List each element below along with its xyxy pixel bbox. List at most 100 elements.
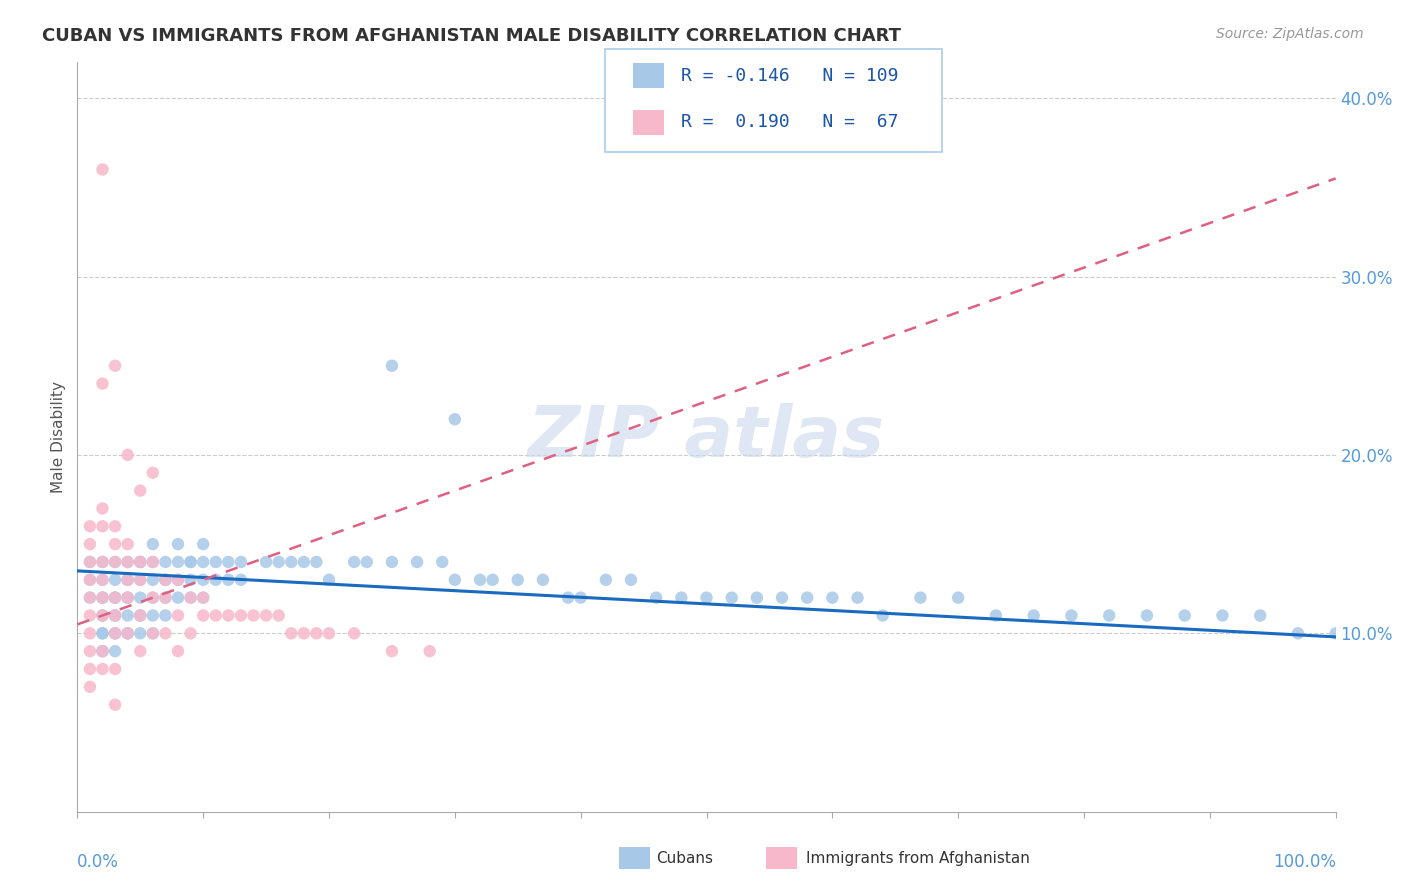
Point [129,644,152,658]
Point [104,626,127,640]
Point [406,555,429,569]
Point [217,608,239,623]
Point [142,591,165,605]
Point [104,555,127,569]
Point [117,591,139,605]
Text: ZIP atlas: ZIP atlas [527,402,886,472]
Point [104,626,127,640]
Point [79,573,101,587]
Point [356,555,378,569]
Point [104,698,127,712]
Point [79,537,101,551]
Point [796,591,818,605]
Point [91,626,114,640]
Point [91,555,114,569]
Point [104,591,127,605]
Point [696,591,718,605]
Text: Immigrants from Afghanistan: Immigrants from Afghanistan [806,851,1029,865]
Point [79,519,101,533]
Point [117,573,139,587]
Point [167,573,190,587]
Point [671,591,693,605]
Point [318,626,340,640]
Point [229,573,252,587]
Point [91,573,114,587]
Point [91,376,114,391]
Point [167,537,190,551]
Text: 0.0%: 0.0% [77,853,120,871]
Point [217,573,239,587]
Point [1174,608,1197,623]
Text: R =  0.190   N =  67: R = 0.190 N = 67 [681,113,898,131]
Point [129,555,152,569]
Point [79,680,101,694]
Text: 100.0%: 100.0% [1272,853,1336,871]
Point [419,644,441,658]
Point [79,591,101,605]
Point [167,555,190,569]
Point [129,555,152,569]
Point [142,573,165,587]
Point [381,359,404,373]
Point [229,608,252,623]
Point [191,537,215,551]
Point [155,573,177,587]
Point [167,591,190,605]
Point [117,626,139,640]
Point [381,644,404,658]
Point [557,591,579,605]
Point [142,608,165,623]
Point [280,555,302,569]
Point [117,591,139,605]
Point [117,448,139,462]
Point [381,555,404,569]
Point [117,608,139,623]
Point [821,591,844,605]
Point [910,591,932,605]
Point [180,591,202,605]
Point [155,591,177,605]
Point [770,591,793,605]
Point [117,555,139,569]
Point [104,608,127,623]
Point [343,555,366,569]
Point [79,644,101,658]
Point [155,573,177,587]
Point [104,359,127,373]
Point [204,573,226,587]
Point [91,608,114,623]
Point [117,555,139,569]
Point [129,483,152,498]
Point [872,608,894,623]
Point [117,591,139,605]
Point [155,555,177,569]
Point [180,555,202,569]
Point [167,644,190,658]
Point [91,591,114,605]
Point [292,626,315,640]
Point [142,591,165,605]
Point [1249,608,1271,623]
Point [846,591,869,605]
Point [142,555,165,569]
Point [217,555,239,569]
Point [91,662,114,676]
Point [620,573,643,587]
Point [91,162,114,177]
Point [91,644,114,658]
Point [267,555,290,569]
Point [1022,608,1045,623]
Point [343,626,366,640]
Point [318,573,340,587]
Point [129,573,152,587]
Point [142,466,165,480]
Point [129,608,152,623]
Point [91,591,114,605]
Point [79,626,101,640]
Point [191,573,215,587]
Point [79,555,101,569]
Point [645,591,668,605]
Point [91,644,114,658]
Point [129,608,152,623]
Point [569,591,592,605]
